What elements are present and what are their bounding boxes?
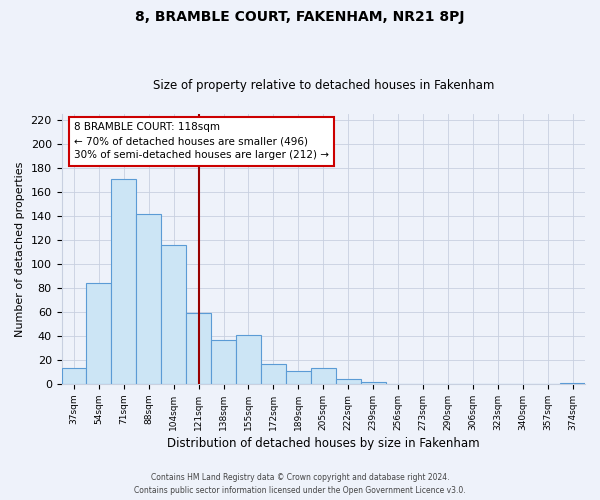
Bar [236, 335, 261, 384]
Bar [286, 371, 311, 384]
Bar [62, 368, 86, 384]
Bar [86, 283, 112, 384]
Bar [161, 245, 186, 384]
Bar [136, 214, 161, 384]
Bar [361, 382, 386, 384]
Text: Contains HM Land Registry data © Crown copyright and database right 2024.
Contai: Contains HM Land Registry data © Crown c… [134, 474, 466, 495]
Bar [261, 364, 286, 384]
Bar [311, 368, 336, 384]
Bar [211, 340, 236, 384]
Bar [186, 313, 211, 384]
X-axis label: Distribution of detached houses by size in Fakenham: Distribution of detached houses by size … [167, 437, 479, 450]
Bar [560, 383, 585, 384]
Bar [336, 379, 361, 384]
Bar [112, 179, 136, 384]
Text: 8 BRAMBLE COURT: 118sqm
← 70% of detached houses are smaller (496)
30% of semi-d: 8 BRAMBLE COURT: 118sqm ← 70% of detache… [74, 122, 329, 160]
Y-axis label: Number of detached properties: Number of detached properties [15, 162, 25, 336]
Title: Size of property relative to detached houses in Fakenham: Size of property relative to detached ho… [152, 79, 494, 92]
Text: 8, BRAMBLE COURT, FAKENHAM, NR21 8PJ: 8, BRAMBLE COURT, FAKENHAM, NR21 8PJ [135, 10, 465, 24]
